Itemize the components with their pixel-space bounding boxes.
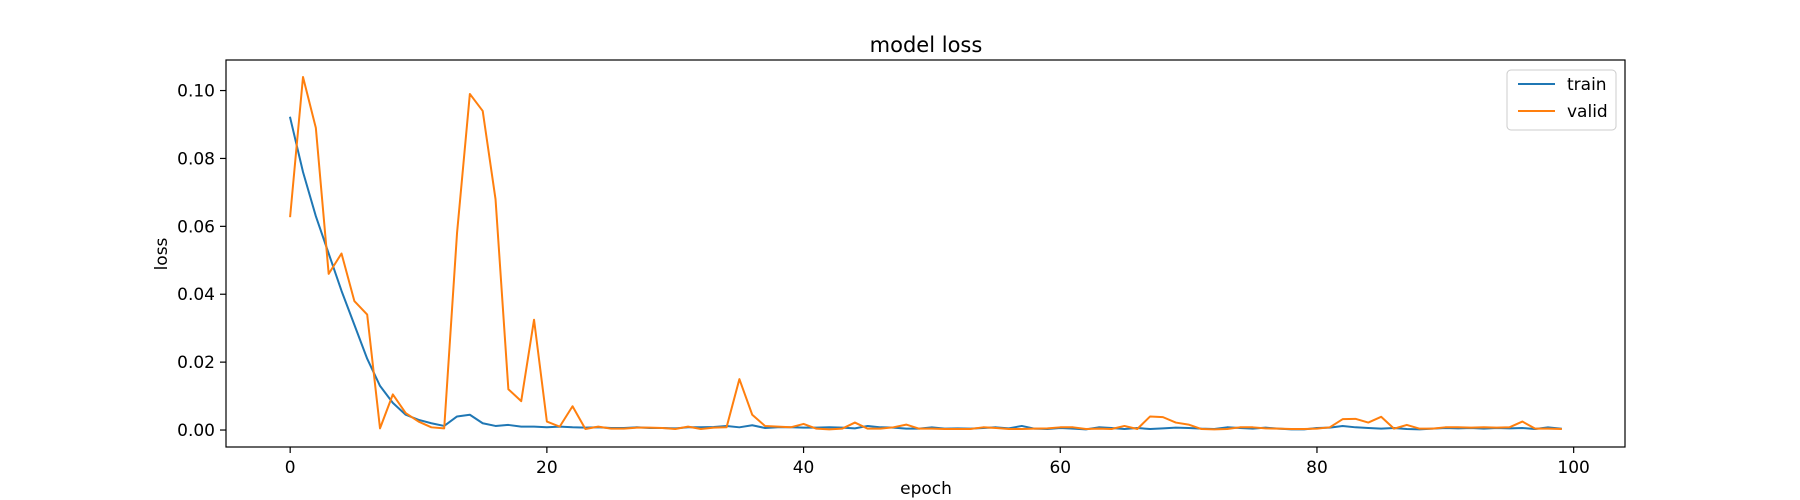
series-line-train [288,116,1562,431]
chart-title: model loss [870,33,983,57]
x-tick-label: 20 [536,458,558,478]
y-tick-label: 0.02 [177,353,215,373]
legend: train valid [1506,69,1617,131]
plot-area [225,59,1626,448]
legend-label-valid: valid [1567,102,1608,122]
x-tick-label: 0 [285,458,296,478]
x-tick-label: 60 [1049,458,1071,478]
y-tick-label: 0.06 [177,217,215,237]
legend-label-train: train [1567,75,1607,95]
x-tick-label: 80 [1306,458,1328,478]
x-tick-label: 100 [1557,458,1589,478]
x-tick-label: 40 [793,458,815,478]
y-tick-label: 0.04 [177,285,215,305]
x-axis-label: epoch [900,479,952,499]
y-tick-label: 0.08 [177,149,215,169]
y-tick-label: 0.10 [177,82,215,102]
series-line-valid [289,75,1562,431]
y-tick-label: 0.00 [177,421,215,441]
y-axis-label: loss [152,237,172,270]
